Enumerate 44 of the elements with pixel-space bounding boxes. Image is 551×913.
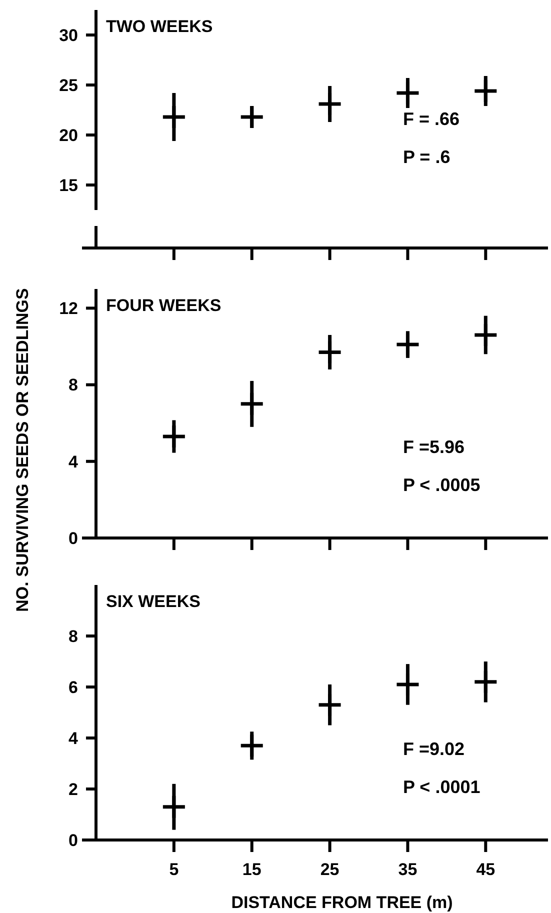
point — [162, 425, 185, 448]
x-tick-label: 15 — [242, 860, 262, 879]
point — [474, 324, 497, 346]
point — [162, 106, 185, 128]
point — [318, 341, 341, 364]
annotation: F = .66 — [403, 109, 460, 129]
chart-title: TWO WEEKS — [106, 17, 213, 36]
point — [162, 796, 185, 818]
point — [396, 673, 419, 696]
x-tick-label: 5 — [169, 860, 179, 879]
y-tick-label: 12 — [59, 299, 78, 318]
y-tick-label: 4 — [68, 728, 79, 748]
annotation: P < .0001 — [403, 777, 480, 797]
annotation: F =5.96 — [403, 437, 465, 457]
y-tick-label: 20 — [59, 126, 78, 145]
annotation: P = .6 — [403, 147, 450, 167]
point — [240, 392, 263, 415]
x-tick-label: 35 — [398, 860, 418, 879]
point — [474, 670, 497, 693]
chart-title: SIX WEEKS — [106, 592, 200, 611]
chart-title: FOUR WEEKS — [106, 296, 222, 315]
y-tick-label: 0 — [68, 528, 78, 548]
point — [396, 82, 419, 104]
y-axis-title: NO. SURVIVING SEEDS OR SEEDLINGS — [13, 288, 32, 612]
y-tick-label: 8 — [68, 626, 78, 646]
point — [396, 334, 419, 356]
y-tick-label: 8 — [68, 376, 78, 395]
y-tick-label: 25 — [59, 76, 78, 95]
point — [240, 106, 263, 128]
point — [474, 80, 497, 102]
y-tick-label: 4 — [68, 452, 79, 472]
y-tick-label: 2 — [68, 780, 78, 799]
point — [240, 734, 263, 757]
y-tick-label: 0 — [68, 830, 78, 850]
x-tick-label: 25 — [320, 860, 340, 879]
annotation: F =9.02 — [403, 739, 465, 759]
x-tick-label: 45 — [476, 860, 496, 879]
y-tick-label: 30 — [59, 26, 78, 45]
point — [318, 694, 341, 716]
y-tick-label: 6 — [68, 678, 78, 697]
point — [318, 93, 341, 115]
y-tick-label: 15 — [59, 176, 78, 195]
annotation: P < .0005 — [403, 475, 480, 495]
x-axis-title: DISTANCE FROM TREE (m) — [231, 893, 453, 912]
